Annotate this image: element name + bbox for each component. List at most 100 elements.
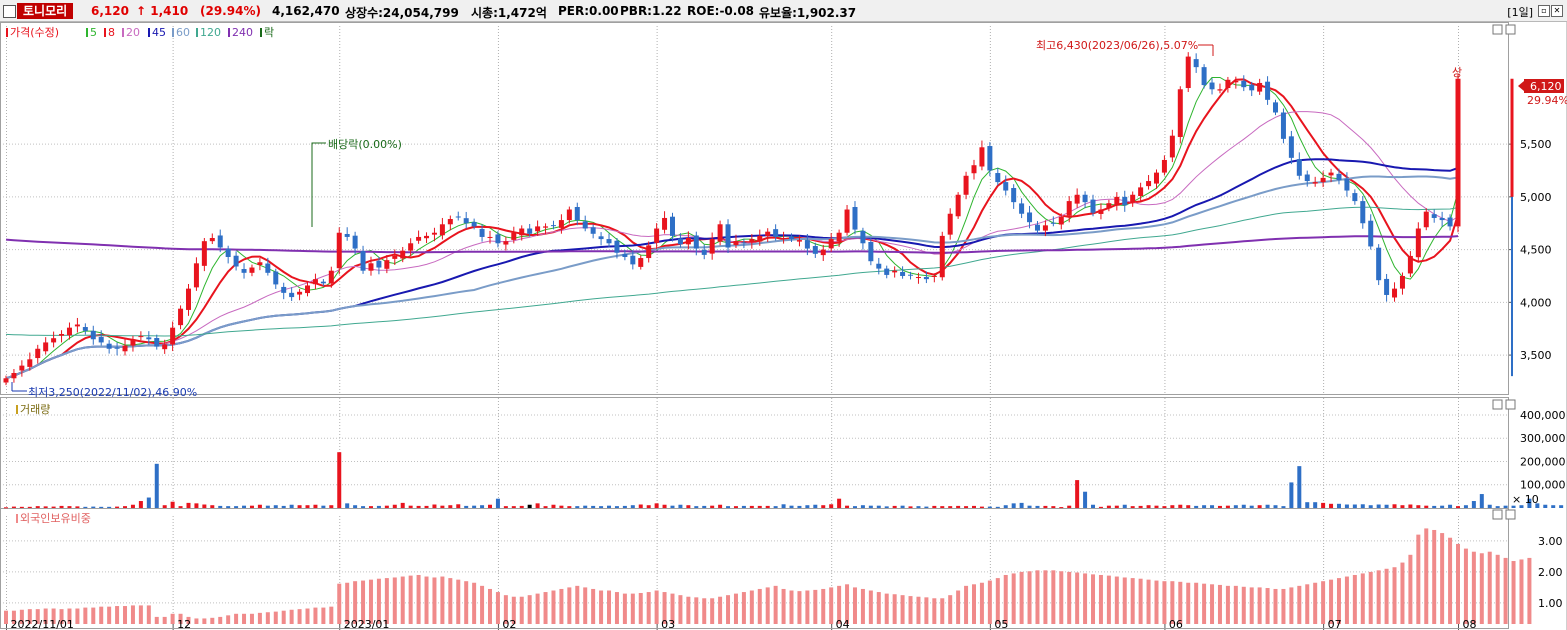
volume-bar (329, 505, 334, 508)
volume-bar (1075, 480, 1080, 508)
volume-bar (551, 504, 556, 508)
candle-body (336, 232, 342, 269)
volume-bar (852, 506, 857, 508)
foreign-ownership-bar (1463, 548, 1468, 624)
foreign-ownership-bar (765, 587, 770, 624)
volume-bar (702, 505, 707, 508)
panel-frame (0, 22, 1509, 395)
foreign-ownership-bar (146, 605, 151, 624)
candle-body (931, 275, 937, 277)
foreign-ownership-bar (1511, 561, 1516, 624)
candle-body (1336, 173, 1342, 180)
volume-bar (218, 505, 223, 508)
price-panel-maximize-icon[interactable] (1492, 24, 1503, 35)
volume-bar (162, 505, 167, 508)
volume-bar (829, 504, 834, 508)
candle-body (424, 235, 430, 239)
volume-bar (1273, 505, 1278, 508)
volume-bar (99, 506, 104, 508)
foreign-ownership-bar (757, 588, 762, 624)
volume-panel-close-icon[interactable] (1505, 399, 1516, 410)
volume-bar (1059, 507, 1064, 509)
minimize-icon[interactable]: ▫ (1538, 5, 1550, 17)
volume-bar (1551, 505, 1556, 508)
foreign-ownership-bar (115, 606, 120, 624)
volume-bar (1479, 494, 1484, 508)
legend-ma240: 240 (232, 26, 253, 39)
foreign-panel-close-icon[interactable] (1505, 509, 1516, 520)
volume-bar (75, 506, 80, 508)
volume-tick-label: 100,000 (1520, 479, 1566, 492)
candle-body (1003, 182, 1009, 191)
foreign-ownership-bar (416, 574, 421, 624)
candle-body (360, 251, 366, 271)
foreign-ownership-bar (59, 609, 64, 624)
candle-body (1273, 102, 1279, 113)
foreign-ownership-bar (218, 616, 223, 624)
volume-bar (614, 506, 619, 508)
volume-bar (495, 498, 500, 508)
candle-body (860, 230, 866, 244)
select-checkbox[interactable] (3, 5, 16, 18)
foreign-ownership-bar (19, 609, 24, 624)
period-selector[interactable]: [1일] (1507, 6, 1533, 19)
candle-body (273, 271, 279, 285)
price-legend: 가격(수정) 5 8 20 45 60 120 240 락 (6, 26, 274, 39)
candle-body (1027, 212, 1033, 223)
volume-bar (1281, 506, 1286, 508)
foreign-ownership-bar (1106, 575, 1111, 624)
foreign-ownership-bar (805, 590, 810, 624)
volume-bar (757, 505, 762, 508)
candle-body (646, 245, 652, 259)
foreign-ownership-bar (99, 606, 104, 624)
volume-bar (511, 506, 516, 508)
volume-bar (964, 506, 969, 508)
foreign-tick-label: 3.00 (1538, 535, 1563, 548)
foreign-ownership-bar (67, 608, 72, 624)
volume-bar (845, 505, 850, 508)
foreign-ownership-bar (964, 585, 969, 624)
volume-bar (1114, 505, 1119, 508)
candle-body (1074, 194, 1080, 204)
foreign-ownership-bar (1408, 554, 1413, 624)
foreign-ownership-bar (321, 607, 326, 624)
foreign-ownership-bar (1392, 567, 1397, 624)
foreign-ownership-bar (1289, 587, 1294, 624)
candle-body (249, 267, 255, 273)
volume-bar (1202, 505, 1207, 508)
price-panel-close-icon[interactable] (1505, 24, 1516, 35)
ma60-legend-swatch (172, 28, 174, 37)
volume-bar (1463, 505, 1468, 508)
candle-body (574, 206, 580, 221)
volume-bar (384, 505, 389, 508)
candle-body (1399, 275, 1405, 289)
ma8-legend-swatch (104, 28, 106, 37)
candle-body (408, 243, 414, 251)
ma5-legend-swatch (86, 28, 88, 37)
foreign-ownership-bar (1186, 582, 1191, 624)
volume-bar (51, 506, 56, 508)
volume-bar (361, 506, 366, 508)
stock-name-badge[interactable]: 토니모리 (17, 3, 74, 19)
foreign-panel-maximize-icon[interactable] (1492, 509, 1503, 520)
volume-panel-maximize-icon[interactable] (1492, 399, 1503, 410)
candle-body (725, 224, 731, 248)
volume-bar (1019, 502, 1024, 508)
foreign-ownership-bar (313, 607, 318, 624)
volume-bar (718, 504, 723, 508)
volume-bar (519, 505, 524, 508)
candle-body (614, 240, 620, 253)
volume-bar (1003, 505, 1008, 508)
candle-body (535, 226, 541, 232)
legend-ma20: 20 (126, 26, 140, 39)
foreign-ownership-bar (829, 587, 834, 624)
candle-body (773, 229, 779, 237)
volume-bar (1432, 505, 1437, 508)
volume-bar (281, 505, 286, 508)
volume-bar (1233, 505, 1238, 508)
close-icon[interactable]: ✕ (1551, 5, 1563, 17)
foreign-legend-swatch (16, 514, 18, 523)
candle-body (66, 327, 72, 336)
candle-body (1257, 82, 1263, 92)
volume-bar (987, 506, 992, 508)
